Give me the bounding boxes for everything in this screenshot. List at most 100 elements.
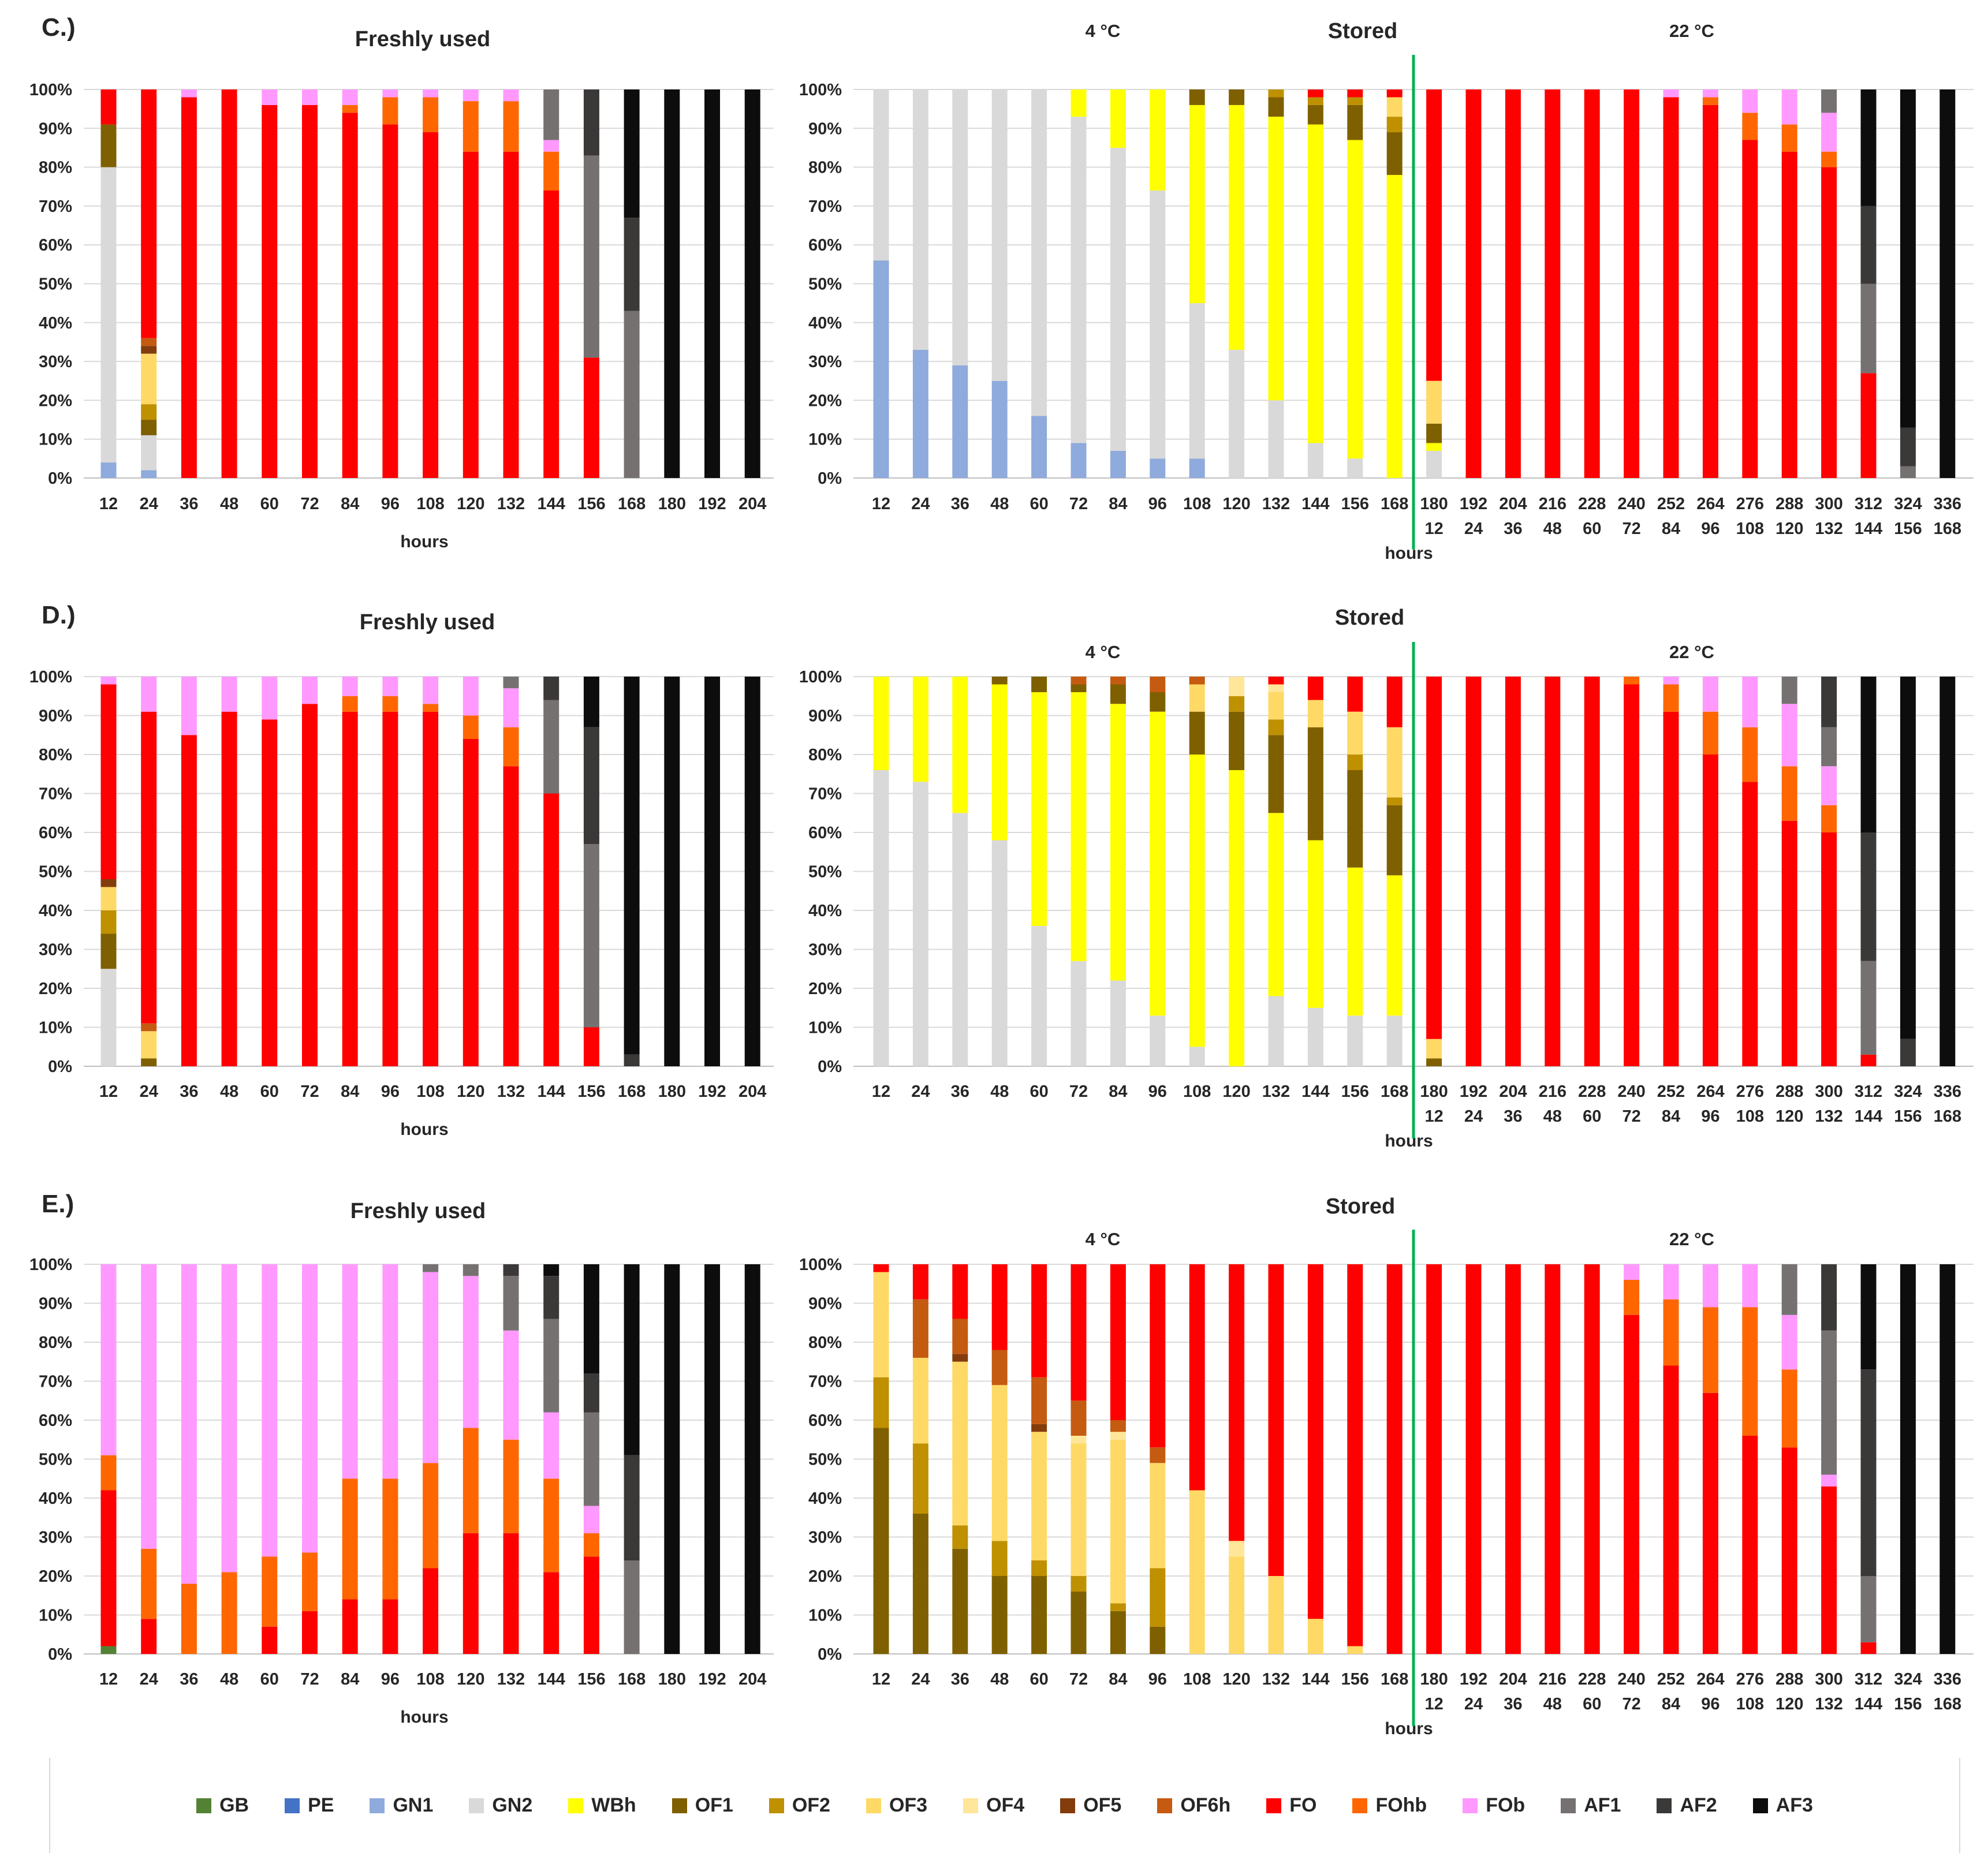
y-tick-label: 0%	[818, 1645, 842, 1664]
bar-segment-af1	[463, 1264, 479, 1276]
bar-segment-gn2	[1150, 1015, 1166, 1066]
bar-segment-wbh	[991, 684, 1008, 841]
bar-segment-fob	[423, 1272, 439, 1463]
bar-segment-fob	[543, 1412, 560, 1479]
bar-segment-fo	[1781, 820, 1797, 1066]
bar-segment-fob	[1742, 677, 1758, 727]
bar-segment-af3	[664, 677, 680, 1066]
bar-segment-fob	[141, 677, 157, 712]
bar-segment-fo	[583, 357, 599, 478]
bar-segment-fo	[543, 1572, 560, 1654]
bar-segment-wbh	[1307, 124, 1323, 443]
legend-label: FOb	[1486, 1794, 1525, 1816]
bar-segment-fo	[342, 1599, 358, 1654]
bar-segment-fob	[302, 1264, 318, 1553]
bar-segment-gn2	[991, 89, 1008, 381]
bar-segment-of2	[1268, 719, 1284, 735]
x-axis-label: hours	[400, 1120, 448, 1139]
bar-segment-fo	[583, 1027, 599, 1066]
bar-segment-fob	[342, 89, 358, 105]
legend-swatch	[469, 1798, 484, 1813]
bar-segment-fob	[262, 677, 278, 720]
bar-segment-gn2	[1347, 458, 1363, 478]
bar-segment-fo	[1347, 89, 1363, 98]
bar-segment-of1	[1229, 711, 1245, 770]
y-tick-label: 90%	[39, 119, 72, 138]
bar-segment-af3	[664, 89, 680, 478]
bar-segment-fohb	[262, 1556, 278, 1627]
bar-segment-fo	[1545, 1264, 1561, 1654]
bar-segment-fob	[503, 1330, 519, 1440]
bar-segment-fob	[1742, 1264, 1758, 1308]
x-tick-label: 156	[1341, 495, 1369, 513]
legend-item-of1: OF1	[672, 1794, 733, 1817]
bar-segment-fob	[1781, 89, 1797, 125]
bar-segment-wbh	[1189, 755, 1205, 1047]
bar-segment-af2	[1900, 427, 1916, 466]
x-tick-label-secondary: 168	[1934, 1107, 1961, 1126]
bar-segment-gn2	[1189, 1047, 1205, 1066]
bar-segment-fo	[1505, 89, 1521, 478]
bar-segment-wbh	[1229, 770, 1245, 1066]
bar-segment-af2	[583, 89, 599, 156]
bar-segment-fohb	[1663, 1299, 1679, 1366]
x-tick-label: 324	[1894, 1670, 1922, 1689]
x-tick-label: 60	[1030, 495, 1048, 513]
bar-segment-fo	[1110, 1264, 1126, 1420]
y-tick-label: 0%	[818, 469, 842, 488]
bar-segment-af2	[543, 677, 560, 700]
bar-segment-fo	[1545, 677, 1561, 1066]
y-tick-label: 10%	[39, 431, 72, 449]
bar-segment-fo	[100, 89, 117, 125]
x-tick-label-secondary: 72	[1622, 1695, 1640, 1713]
x-tick-label-secondary: 120	[1776, 520, 1803, 538]
x-tick-label: 120	[457, 495, 484, 513]
bar-segment-fohb	[382, 97, 398, 125]
bar-segment-fob	[503, 688, 519, 727]
x-tick-label: 24	[911, 1082, 930, 1101]
bar-segment-fob	[302, 89, 318, 105]
bar-segment-of4	[1268, 684, 1284, 692]
legend-label: FO	[1289, 1794, 1317, 1816]
x-tick-label-secondary: 48	[1543, 1107, 1562, 1126]
legend-item-af3: AF3	[1752, 1794, 1813, 1817]
x-tick-label: 48	[990, 1670, 1009, 1689]
bar-segment-fo	[1860, 1642, 1877, 1654]
bar-segment-of3	[1229, 1556, 1245, 1654]
y-tick-label: 70%	[39, 197, 72, 216]
bar-segment-af2	[583, 1373, 599, 1413]
bar-segment-fohb	[463, 101, 479, 152]
bar-segment-gn2	[1268, 400, 1284, 478]
bar-segment-af1	[543, 700, 560, 794]
x-tick-label: 336	[1934, 1082, 1961, 1101]
y-tick-label: 20%	[39, 980, 72, 998]
x-tick-label: 60	[260, 495, 279, 513]
bar-segment-fo	[1031, 1264, 1047, 1377]
x-tick-label: 12	[99, 1082, 118, 1101]
bar-segment-gn2	[1150, 190, 1166, 459]
bar-segment-af3	[664, 1264, 680, 1654]
y-tick-label: 30%	[39, 941, 72, 959]
bar-segment-wbh	[1268, 117, 1284, 401]
bar-segment-af1	[1821, 89, 1837, 113]
bar-segment-gn1	[873, 260, 889, 478]
x-tick-label: 288	[1776, 1670, 1803, 1689]
legend-item-gn2: GN2	[469, 1794, 532, 1817]
legend-swatch	[196, 1798, 212, 1813]
bar-segment-fo	[1465, 89, 1482, 478]
bar-segment-gn2	[100, 167, 117, 463]
legend-label: AF2	[1680, 1794, 1717, 1816]
bar-segment-fo	[221, 89, 237, 478]
bar-segment-af3	[1900, 89, 1916, 428]
bar-segment-gn2	[1268, 996, 1284, 1066]
y-tick-label: 90%	[39, 707, 72, 726]
bar-segment-gn1	[912, 349, 928, 478]
bar-segment-of1	[100, 124, 117, 167]
bar-segment-af3	[1939, 89, 1956, 478]
x-tick-label: 60	[260, 1082, 279, 1101]
y-tick-label: 20%	[808, 391, 842, 410]
x-tick-label: 108	[416, 1082, 444, 1101]
bar-segment-gn2	[873, 89, 889, 261]
chart-fresh-0	[84, 89, 774, 479]
y-tick-label: 100%	[799, 81, 842, 99]
